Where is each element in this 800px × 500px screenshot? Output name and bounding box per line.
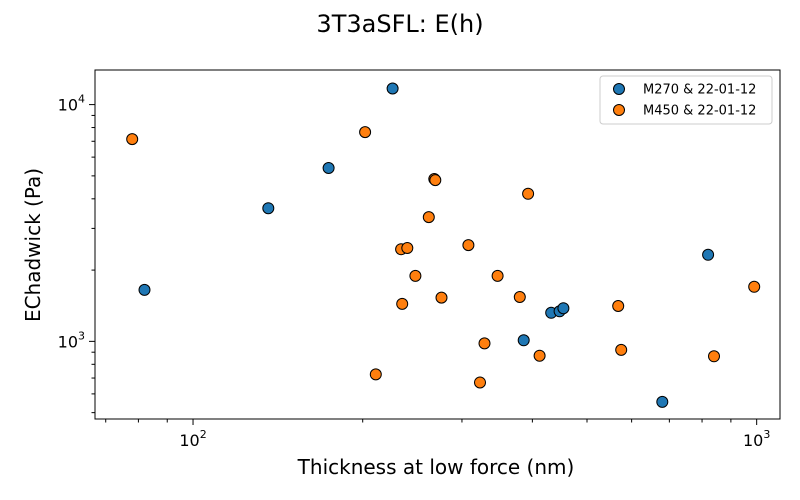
data-point-2-6 xyxy=(401,242,414,254)
data-point-2-16 xyxy=(513,291,526,303)
data-point-1-5 xyxy=(517,334,530,347)
x-tick-label: 103 xyxy=(743,428,770,450)
data-point-2-11 xyxy=(435,291,448,304)
data-point-2-12 xyxy=(462,239,475,252)
data-point-2-8 xyxy=(422,211,435,224)
data-point-2-19 xyxy=(612,300,625,312)
y-axis-label: EChadwick (Pa) xyxy=(21,168,45,322)
data-point-2-7 xyxy=(409,269,422,282)
x-axis-ticks: 102 103 xyxy=(105,419,770,450)
data-point-1-3 xyxy=(322,162,335,174)
y-axis-ticks: 103 104 xyxy=(58,93,95,414)
legend-label-1: M270 & 22-01-12 xyxy=(643,83,756,98)
data-point-1-2 xyxy=(262,202,275,215)
legend-marker-2 xyxy=(613,104,625,116)
data-point-2-14 xyxy=(478,337,491,350)
legend-marker-1 xyxy=(613,83,625,95)
data-point-2-13 xyxy=(474,376,486,389)
data-point-1-9 xyxy=(656,395,669,408)
data-point-2-10 xyxy=(429,174,442,187)
x-tick-label: 102 xyxy=(179,428,206,450)
data-point-2-5 xyxy=(396,297,409,310)
data-point-1-1 xyxy=(138,283,151,296)
data-points xyxy=(126,82,761,408)
data-point-1-4 xyxy=(386,82,399,95)
legend-box xyxy=(599,75,773,125)
y-tick-label: 103 xyxy=(58,329,85,351)
data-point-2-2 xyxy=(359,126,372,139)
data-point-2-3 xyxy=(369,368,382,381)
data-point-2-20 xyxy=(615,343,628,356)
legend: M270 & 22-01-12 M450 & 22-01-12 xyxy=(599,75,773,125)
data-point-2-22 xyxy=(748,280,761,293)
data-point-2-21 xyxy=(708,350,720,363)
data-point-2-17 xyxy=(522,187,535,200)
plot-frame xyxy=(94,69,781,420)
data-point-1-8 xyxy=(557,302,570,315)
data-point-2-18 xyxy=(533,349,546,362)
chart-title: 3T3aSFL: E(h) xyxy=(316,10,483,38)
legend-label-2: M450 & 22-01-12 xyxy=(643,104,756,119)
y-tick-label: 104 xyxy=(58,93,85,115)
data-point-2-1 xyxy=(126,133,139,146)
data-point-1-10 xyxy=(702,248,715,261)
x-axis-label: Thickness at low force (nm) xyxy=(297,455,575,479)
data-point-2-15 xyxy=(491,269,504,282)
